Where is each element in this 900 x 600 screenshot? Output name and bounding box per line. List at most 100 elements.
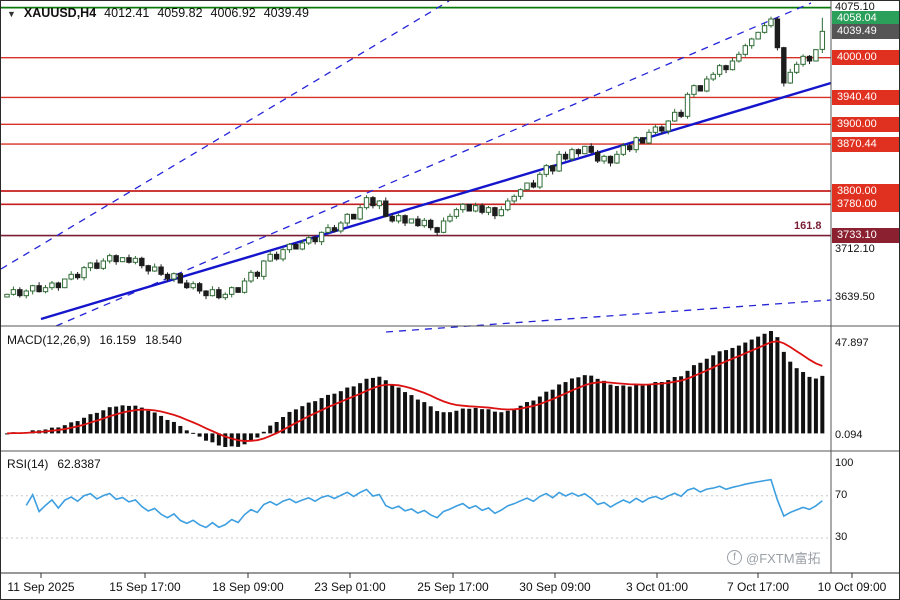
candle-body: [29, 285, 36, 292]
candle-body: [87, 262, 94, 269]
candle-body: [729, 60, 736, 71]
candle-body: [119, 257, 126, 263]
candle-body: [190, 283, 196, 289]
price-tag-4039.49: 4039.49: [832, 23, 899, 39]
candle-body: [813, 49, 819, 62]
macd-histogram-bar: [801, 372, 806, 434]
macd-indicator-label: MACD(12,26,9) 16.159 18.540: [7, 333, 182, 347]
candle-body: [819, 30, 826, 50]
candle-body: [113, 255, 119, 263]
macd-histogram-bar: [223, 433, 228, 447]
symbol-timeframe-label: XAUUSD,H4: [23, 6, 97, 20]
macd-histogram-bar: [114, 406, 119, 434]
candle-body: [562, 153, 569, 160]
price-tag-3733.10: 3733.10: [832, 228, 899, 244]
candle-body: [498, 209, 505, 217]
time-axis-label[interactable]: 23 Sep 01:00: [314, 580, 386, 594]
candle-body: [524, 182, 530, 191]
macd-histogram-bar: [569, 378, 574, 434]
time-axis-label[interactable]: 3 Oct 01:00: [625, 580, 689, 594]
candle-body: [665, 120, 671, 132]
macd-histogram-bar: [351, 386, 356, 434]
time-axis-label[interactable]: 10 Oct 09:00: [817, 580, 887, 594]
macd-histogram-bar: [563, 382, 568, 434]
ohlc-low-value: 4006.92: [210, 6, 256, 20]
macd-scale-bottom: 0.094: [835, 429, 863, 441]
macd-histogram-bar: [672, 377, 677, 434]
macd-histogram-bar: [647, 384, 651, 434]
candle-body: [793, 63, 800, 73]
macd-histogram-bar: [704, 358, 709, 434]
macd-histogram-bar: [813, 378, 818, 434]
candle-body: [209, 289, 216, 297]
macd-histogram-bar: [287, 411, 292, 434]
macd-histogram-bar: [614, 385, 619, 434]
ohlc-high-value: 4059.82: [157, 6, 203, 20]
candle-body: [434, 227, 440, 233]
time-axis-label[interactable]: 11 Sep 2025: [7, 580, 75, 594]
macd-histogram-bar: [255, 433, 260, 438]
price-tag-3900.00: 3900.00: [832, 116, 899, 132]
macd-histogram-bar: [640, 385, 645, 434]
candle-body: [184, 282, 190, 289]
candle-body: [36, 285, 42, 293]
time-axis-label[interactable]: 7 Oct 17:00: [726, 580, 790, 594]
macd-histogram-bar: [293, 409, 298, 434]
candle-body: [94, 262, 100, 269]
candle-body: [704, 78, 710, 92]
candle-body: [627, 145, 633, 151]
candle-body: [800, 55, 806, 65]
candle-body: [235, 287, 241, 293]
ohlc-open-value: 4012.41: [104, 6, 150, 20]
candle-body: [68, 273, 74, 280]
candle-body: [42, 287, 49, 293]
macd-histogram-bar: [653, 381, 658, 434]
time-axis-label[interactable]: 30 Sep 09:00: [519, 580, 591, 594]
macd-histogram-bar: [537, 396, 542, 434]
time-axis-label[interactable]: 25 Sep 17:00: [417, 580, 489, 594]
macd-histogram-bar: [762, 333, 767, 434]
time-axis-label[interactable]: 18 Sep 09:00: [212, 580, 284, 594]
macd-histogram-bar: [396, 387, 401, 434]
macd-histogram-bar: [126, 405, 131, 434]
candle-body: [17, 289, 23, 297]
macd-histogram-bar: [717, 351, 722, 434]
candle-body: [697, 85, 704, 92]
macd-histogram-bar: [319, 398, 324, 434]
time-axis-label[interactable]: 15 Sep 17:00: [109, 580, 181, 594]
candle-body: [261, 260, 267, 277]
support-trend-line[interactable]: [40, 81, 832, 321]
candle-body: [652, 126, 659, 133]
candle-body: [781, 47, 787, 84]
macd-histogram-bar: [454, 410, 459, 434]
candle-body: [267, 253, 273, 262]
candle-body: [145, 265, 151, 272]
macd-histogram-bar: [499, 412, 504, 434]
candle-body: [768, 18, 774, 27]
candle-body: [678, 111, 684, 117]
minor-dashed-line[interactable]: [385, 299, 832, 333]
macd-histogram-bar: [505, 410, 510, 434]
candle-body: [389, 215, 395, 222]
price-tag-3800.00: 3800.00: [832, 183, 899, 199]
fib-level-label: 161.8: [794, 219, 822, 232]
channel-lower-dashed-line[interactable]: [55, 2, 812, 327]
macd-histogram-bar: [171, 421, 176, 434]
channel-upper-dashed-line[interactable]: [1, 1, 450, 270]
macd-histogram-bar: [261, 431, 266, 434]
candle-body: [280, 249, 286, 260]
macd-histogram-bar: [724, 350, 729, 434]
candle-body: [607, 155, 614, 164]
macd-histogram-bar: [768, 331, 773, 434]
macd-histogram-bar: [133, 405, 138, 434]
macd-histogram-bar: [383, 380, 388, 434]
macd-histogram-bar: [94, 412, 99, 434]
macd-histogram-bar: [582, 375, 587, 434]
macd-histogram-bar: [480, 409, 485, 434]
macd-histogram-bar: [422, 402, 427, 434]
price-tag-4058.04: 4058.04: [832, 11, 899, 27]
chevron-down-icon[interactable]: ▼: [7, 8, 16, 19]
macd-histogram-bar: [691, 365, 696, 434]
macd-histogram-bar: [409, 395, 414, 434]
